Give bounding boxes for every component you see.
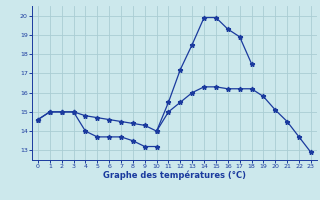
X-axis label: Graphe des températures (°C): Graphe des températures (°C) bbox=[103, 171, 246, 180]
